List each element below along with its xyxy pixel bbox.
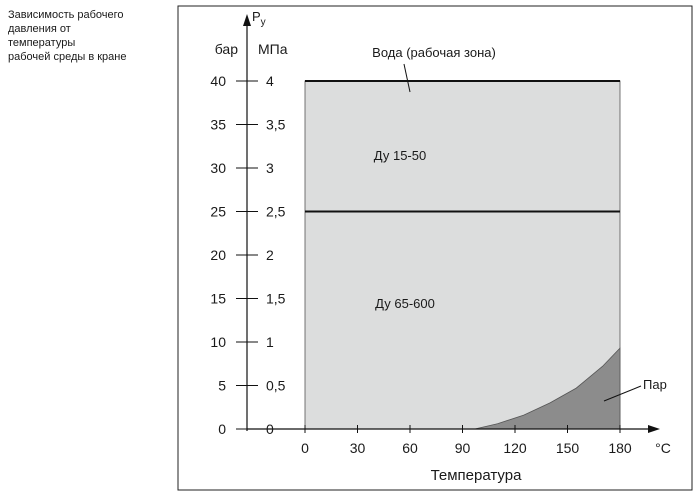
steam-zone-area [474,347,621,430]
ticks-layer: 0 05 0,510 115 1,520 225 2,530 335 3,540 40 30 60 90… [210,73,631,456]
x-tick-label: 90 [455,440,471,456]
y-tick-label-bar: 25 [210,204,226,220]
y-tick-label-mpa: 0,5 [266,378,286,394]
y-axis-label: Pу [252,9,266,28]
y-axis-arrow [243,14,251,26]
y-tick-label-mpa: 4 [266,73,274,89]
y-tick-label-bar: 5 [218,378,226,394]
water-zone-area [304,80,621,430]
y-tick-label-bar: 20 [210,247,226,263]
zones-layer [304,80,621,430]
x-tick-label: 180 [608,440,632,456]
limit-label-dn-65-600: Ду 65-600 [375,296,435,311]
water-zone-label: Вода (рабочая зона) [372,45,496,60]
y-tick-label-mpa: 2,5 [266,204,286,220]
y-tick-label-bar: 30 [210,160,226,176]
steam-zone-leader [603,385,642,402]
x-tick-label: 0 [301,440,309,456]
steam-zone-label: Пар [643,377,667,392]
y-unit-bar: бар [215,41,238,57]
y-tick-label-mpa: 1,5 [266,291,286,307]
x-tick-label: 150 [556,440,580,456]
limit-label-dn-15-50: Ду 15-50 [374,148,426,163]
y-tick-label-bar: 35 [210,117,226,133]
y-tick-label-mpa: 0 [266,421,274,437]
y-tick-label-bar: 10 [210,334,226,350]
y-tick-label-bar: 15 [210,291,226,307]
x-tick-label: 60 [402,440,418,456]
y-tick-label-mpa: 1 [266,334,274,350]
x-axis-arrow [648,425,660,433]
y-tick-label-mpa: 3 [266,160,274,176]
y-tick-label-mpa: 3,5 [266,117,286,133]
x-axis-unit: °C [655,440,671,456]
axes-layer [243,14,660,433]
chart-caption: Зависимость рабочего давления от темпера… [8,9,127,63]
x-axis-label: Температура [431,467,523,484]
y-tick-label-bar: 40 [210,73,226,89]
x-tick-label: 120 [503,440,527,456]
x-tick-label: 30 [350,440,366,456]
y-tick-label-bar: 0 [218,421,226,437]
labels-layer: бар МПа Pу Температура °C Вода (рабочая зона)… [215,9,671,484]
y-tick-label-mpa: 2 [266,247,274,263]
water-zone-leader [403,63,411,93]
y-unit-mpa: МПа [258,41,288,57]
